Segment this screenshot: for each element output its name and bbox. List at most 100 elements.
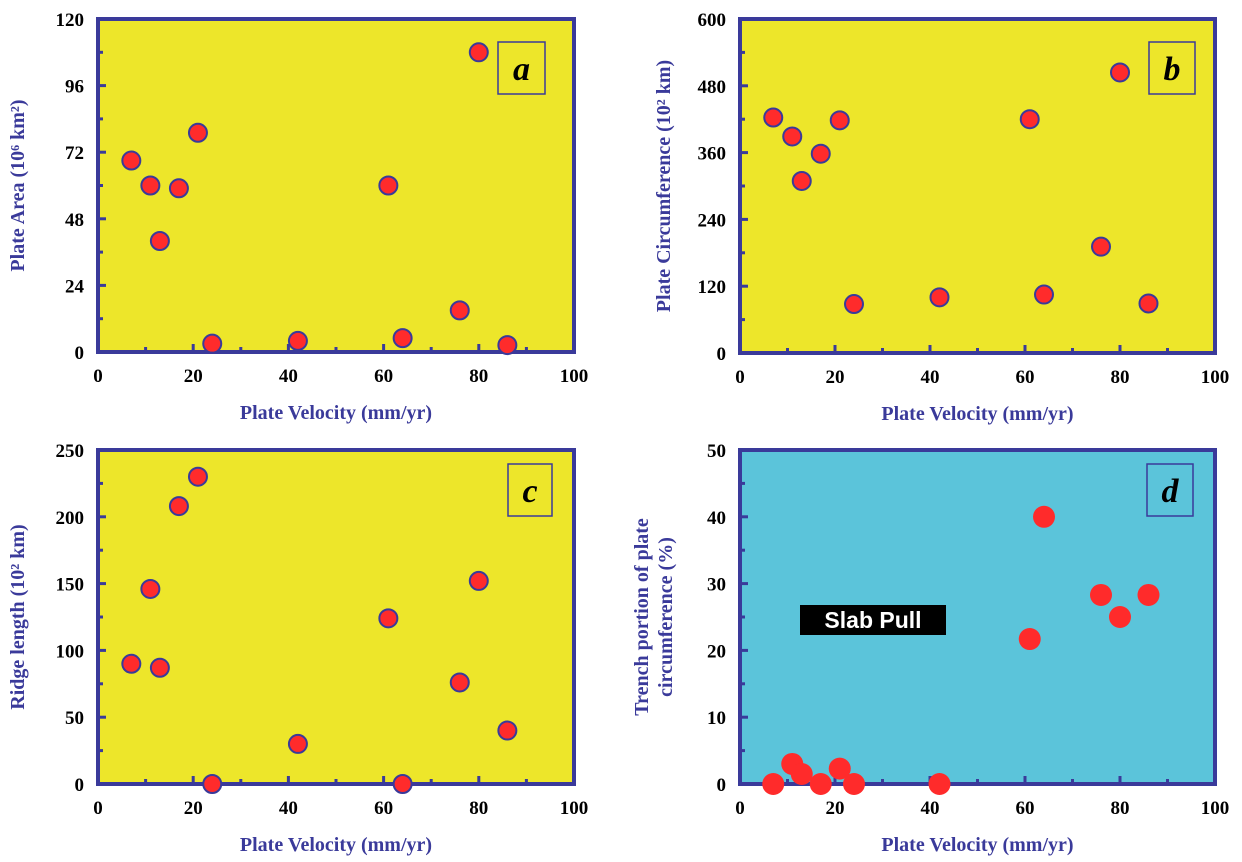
data-point bbox=[809, 773, 832, 795]
x-tick-label: 80 bbox=[469, 798, 488, 819]
data-point bbox=[449, 672, 470, 693]
data-point bbox=[1091, 236, 1111, 257]
axis-ticks bbox=[96, 17, 576, 354]
y-tick-label: 30 bbox=[707, 575, 726, 596]
data-point bbox=[1138, 293, 1159, 314]
data-point bbox=[187, 122, 208, 143]
y-tick-label: 0 bbox=[717, 344, 727, 365]
y-tick-label: 96 bbox=[65, 77, 84, 98]
axis-ticks bbox=[738, 17, 1217, 355]
x-axis-title: Plate Velocity (mm/yr) bbox=[881, 834, 1073, 856]
x-axis-title: Plate Velocity (mm/yr) bbox=[240, 402, 432, 424]
y-axis-title: Plate Area (10⁶ km²) bbox=[7, 99, 29, 271]
data-point bbox=[202, 774, 223, 794]
data-point bbox=[1137, 583, 1160, 606]
y-tick-label: 150 bbox=[56, 575, 85, 596]
panel-c: 0 20 40 60 80 100 0 50 100 150 200 250 Plate Velocit… bbox=[7, 441, 588, 856]
x-tick-label: 20 bbox=[184, 798, 203, 819]
data-point bbox=[187, 466, 208, 487]
y-tick-label: 20 bbox=[707, 641, 726, 662]
panel-letter-box bbox=[507, 463, 553, 517]
data-point bbox=[497, 720, 518, 741]
panel-letter-box bbox=[1146, 463, 1194, 517]
x-tick-label: 100 bbox=[560, 366, 589, 387]
x-tick-label: 0 bbox=[735, 367, 745, 388]
x-axis-title: Plate Velocity (mm/yr) bbox=[240, 834, 432, 856]
x-tick-label: 20 bbox=[826, 367, 845, 388]
y-axis-title: Plate Circumference (10² km) bbox=[653, 60, 675, 312]
data-point bbox=[392, 328, 413, 349]
data-point bbox=[1110, 62, 1130, 83]
y-tick-label: 120 bbox=[56, 10, 85, 31]
plot-area bbox=[738, 17, 1217, 355]
y-axis-title: Trench portion of plate circumference (%) bbox=[631, 518, 677, 716]
data-point bbox=[763, 107, 784, 128]
data-point bbox=[378, 608, 399, 629]
data-point bbox=[1109, 606, 1131, 628]
y-tick-label: 100 bbox=[56, 641, 85, 662]
panel-letter: d bbox=[1162, 473, 1180, 510]
data-point bbox=[843, 773, 865, 795]
data-point bbox=[782, 126, 803, 147]
x-tick-label: 40 bbox=[279, 366, 298, 387]
data-point bbox=[468, 42, 489, 63]
data-point bbox=[1090, 583, 1112, 606]
data-point bbox=[121, 653, 142, 674]
y-axis-title-line: Trench portion of plate bbox=[631, 518, 653, 716]
panel-a: 0 20 40 60 80 100 0 24 48 72 96 120 Plate Velocity (… bbox=[7, 10, 588, 424]
data-point bbox=[497, 335, 518, 356]
data-points bbox=[762, 505, 1160, 795]
x-tick-label: 0 bbox=[735, 798, 745, 819]
data-point bbox=[378, 175, 399, 196]
y-tick-label: 600 bbox=[698, 10, 727, 31]
data-point bbox=[844, 294, 864, 315]
data-point bbox=[287, 733, 308, 754]
data-point bbox=[168, 178, 189, 199]
data-point bbox=[791, 170, 812, 191]
panel-letter-box bbox=[497, 41, 546, 95]
x-tick-label: 60 bbox=[374, 798, 393, 819]
panel-letter: c bbox=[522, 473, 537, 510]
data-point bbox=[810, 143, 831, 164]
x-tick-label: 0 bbox=[93, 366, 103, 387]
x-tick-label: 100 bbox=[560, 798, 589, 819]
axis-ticks bbox=[96, 448, 576, 786]
x-tick-label: 20 bbox=[826, 798, 845, 819]
data-point bbox=[929, 287, 950, 308]
data-point bbox=[828, 757, 851, 780]
y-axis-title-line: circumference (%) bbox=[655, 537, 677, 697]
data-point bbox=[762, 773, 785, 795]
data-point bbox=[140, 175, 161, 196]
x-tick-label: 40 bbox=[279, 798, 298, 819]
data-point bbox=[202, 333, 223, 354]
data-point bbox=[392, 774, 413, 794]
y-tick-label: 200 bbox=[56, 508, 85, 529]
x-tick-label: 60 bbox=[374, 366, 393, 387]
y-tick-label: 120 bbox=[698, 277, 727, 298]
data-point bbox=[829, 110, 850, 131]
y-axis-title: Ridge length (10² km) bbox=[7, 524, 29, 709]
y-tick-label: 0 bbox=[75, 343, 85, 364]
panel-letter-box bbox=[1148, 41, 1196, 95]
panel-b: 0 20 40 60 80 100 0 120 240 360 480 600 Plate Veloci… bbox=[653, 10, 1229, 425]
data-point bbox=[287, 330, 308, 351]
data-point bbox=[790, 762, 813, 785]
y-tick-label: 40 bbox=[707, 508, 726, 529]
panel-letter: a bbox=[513, 51, 530, 88]
data-point bbox=[1033, 505, 1055, 528]
y-tick-label: 0 bbox=[75, 775, 85, 796]
data-points bbox=[121, 42, 518, 356]
data-point bbox=[449, 300, 470, 321]
annotation-box bbox=[800, 605, 946, 635]
data-point bbox=[168, 496, 189, 517]
x-tick-label: 100 bbox=[1201, 367, 1230, 388]
y-tick-label: 0 bbox=[717, 775, 727, 796]
x-tick-label: 0 bbox=[93, 798, 103, 819]
data-point bbox=[1034, 284, 1054, 305]
x-tick-label: 60 bbox=[1016, 367, 1035, 388]
y-tick-label: 50 bbox=[65, 708, 84, 729]
x-tick-label: 20 bbox=[184, 366, 203, 387]
y-tick-label: 10 bbox=[707, 708, 726, 729]
y-tick-label: 480 bbox=[698, 77, 727, 98]
